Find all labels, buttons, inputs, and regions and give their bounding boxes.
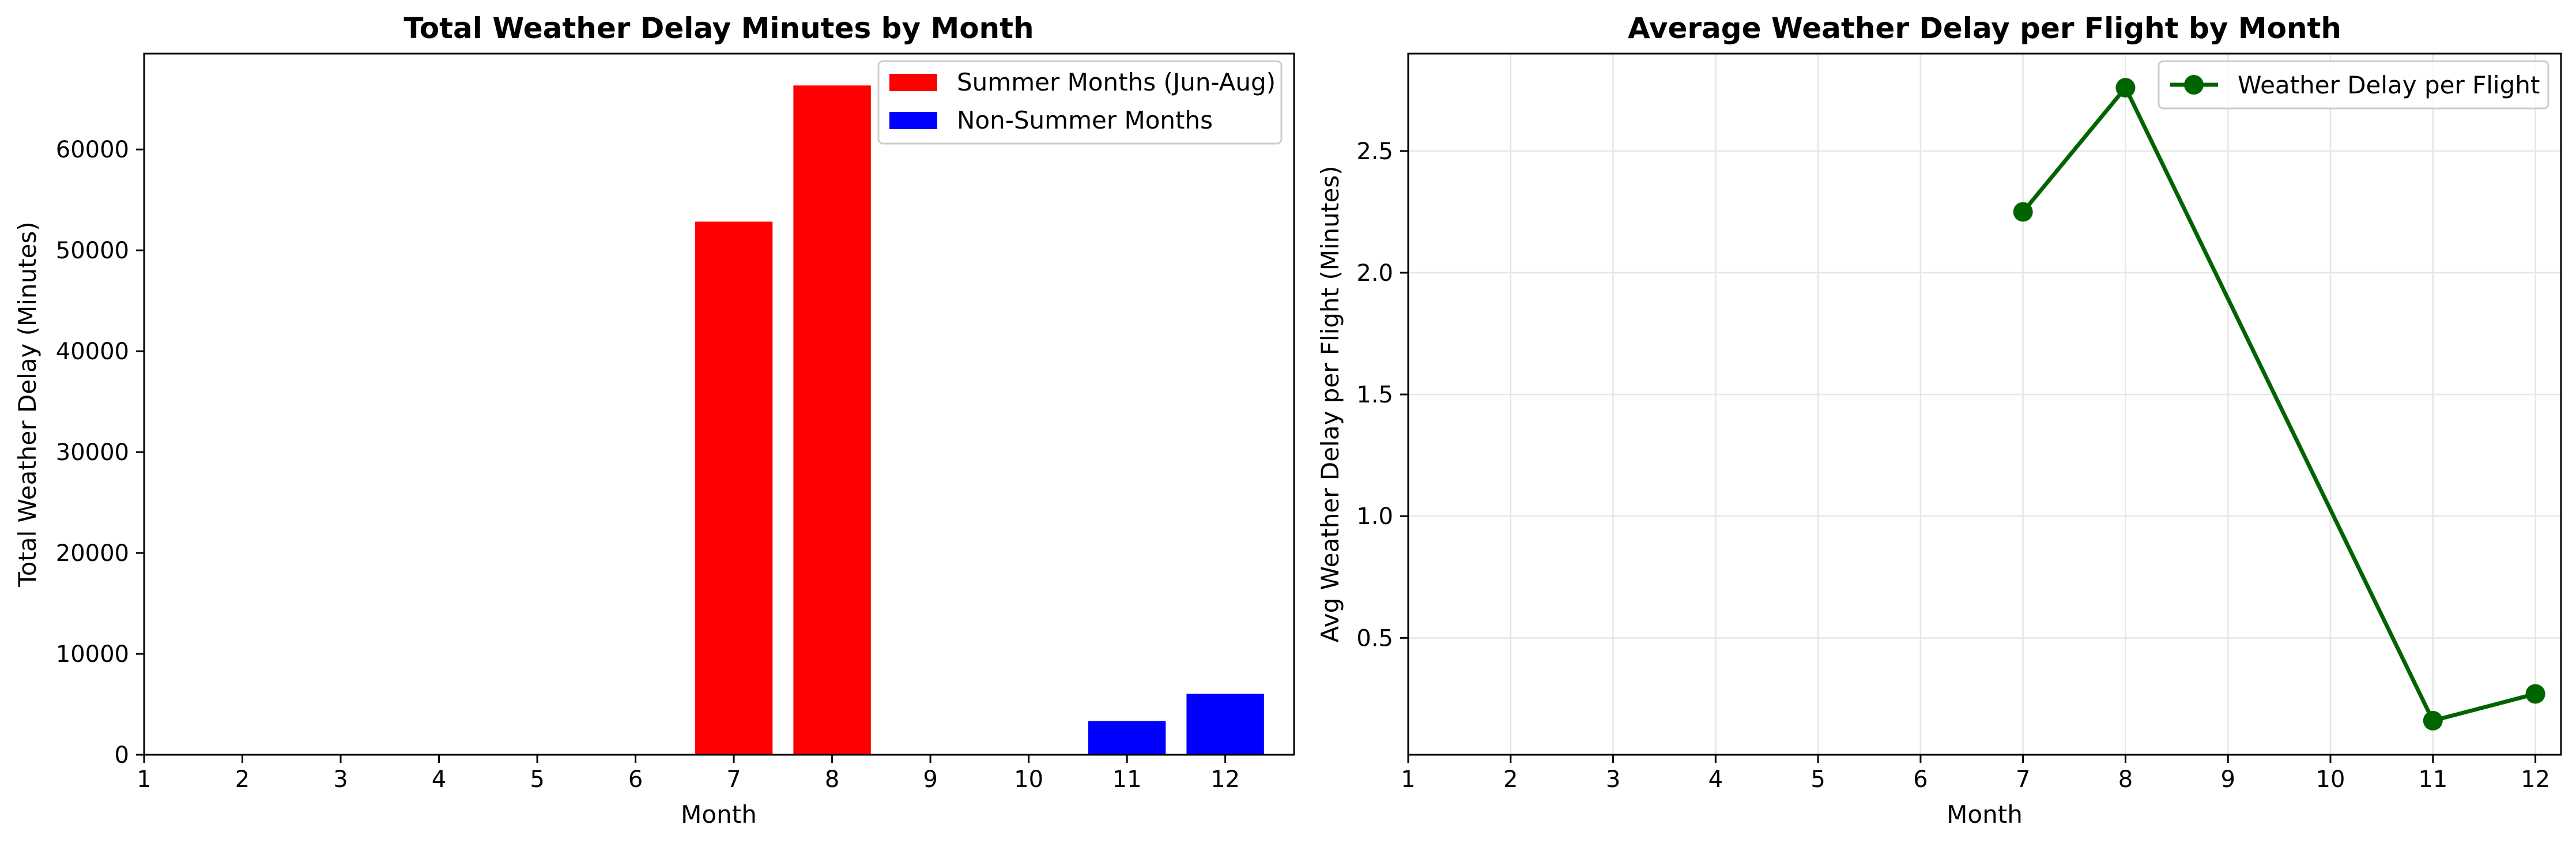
line-chart-y-tick-label: 2.5 xyxy=(1356,138,1393,165)
bar-chart-x-tick-label: 4 xyxy=(432,766,446,793)
line-chart-x-axis-label: Month xyxy=(1947,800,2023,829)
bar-summer-month-8 xyxy=(792,84,872,755)
bar-chart-y-tick-label: 10000 xyxy=(56,641,129,668)
line-chart-x-tick-label: 9 xyxy=(2220,766,2235,793)
bar-chart-x-tick-label: 9 xyxy=(923,766,937,793)
legend-marker-sample xyxy=(2184,75,2204,95)
line-chart-legend-box xyxy=(2158,60,2549,110)
bar-chart-legend-box xyxy=(877,60,1283,145)
line-chart-y-tick-label: 2.0 xyxy=(1356,260,1393,287)
line-chart-x-tick-label: 2 xyxy=(1503,766,1518,793)
bar-chart-x-tick-label: 12 xyxy=(1210,766,1240,793)
line-chart-title: Average Weather Delay per Flight by Mont… xyxy=(1628,12,2341,45)
bar-summer-month-7 xyxy=(693,220,774,755)
line-chart-plot-frame xyxy=(1407,52,2562,756)
bar-chart-y-tick-label: 60000 xyxy=(56,137,129,163)
legend-swatch-non-summer xyxy=(889,112,937,129)
line-chart-x-tick-label: 11 xyxy=(2418,766,2447,793)
bar-chart-x-tick-label: 7 xyxy=(726,766,741,793)
line-chart-x-tick-label: 7 xyxy=(2016,766,2030,793)
data-point-month-8 xyxy=(2115,78,2136,98)
bar-chart-x-axis-label: Month xyxy=(681,800,757,829)
bar-chart-x-tick-label: 10 xyxy=(1014,766,1043,793)
line-chart-y-tick-label: 1.0 xyxy=(1356,503,1393,530)
line-chart-avg-weather-delay: Average Weather Delay per Flight by Mont… xyxy=(1316,12,2562,829)
bar-chart-x-tick-label: 6 xyxy=(628,766,643,793)
line-chart-x-tick-label: 4 xyxy=(1708,766,1723,793)
bar-chart-y-tick-label: 30000 xyxy=(56,439,129,466)
bar-chart-x-tick-label: 2 xyxy=(235,766,250,793)
legend-label-weather-delay: Weather Delay per Flight xyxy=(2238,71,2540,99)
line-chart-x-tick-label: 8 xyxy=(2118,766,2133,793)
bar-chart-y-axis-label: Total Weather Delay (Minutes) xyxy=(13,221,42,588)
bar-chart-x-tick-label: 3 xyxy=(333,766,348,793)
bar-chart-x-tick-label: 11 xyxy=(1112,766,1142,793)
line-chart-x-tick-label: 12 xyxy=(2521,766,2550,793)
bar-chart-y-tick-label: 40000 xyxy=(56,338,129,365)
line-chart-x-tick-label: 10 xyxy=(2316,766,2345,793)
line-chart-x-tick-label: 5 xyxy=(1811,766,1825,793)
line-chart-x-tick-label: 3 xyxy=(1606,766,1620,793)
line-chart-y-axis-label: Avg Weather Delay per Flight (Minutes) xyxy=(1316,166,1344,643)
weather-delay-series-line xyxy=(2021,85,2536,723)
bar-chart-x-tick-label: 1 xyxy=(137,766,151,793)
bar-chart-x-tick-label: 5 xyxy=(530,766,544,793)
data-point-month-12 xyxy=(2525,684,2545,704)
bar-chart-x-tick-label: 8 xyxy=(825,766,839,793)
bar-chart-plot-frame xyxy=(143,52,1295,756)
line-chart-y-tick-label: 1.5 xyxy=(1356,382,1393,408)
line-chart-y-tick-label: 0.5 xyxy=(1356,625,1393,652)
data-point-month-7 xyxy=(2013,202,2033,222)
legend-label-summer: Summer Months (Jun-Aug) xyxy=(957,68,1276,96)
bar-chart-y-tick-label: 0 xyxy=(115,742,129,769)
bar-non-summer-month-11 xyxy=(1087,720,1167,755)
legend-swatch-summer xyxy=(889,74,937,91)
bar-chart-y-tick-label: 50000 xyxy=(56,238,129,264)
bar-chart-legend: Summer Months (Jun-Aug) Non-Summer Month… xyxy=(877,60,1283,145)
line-chart-x-tick-label: 1 xyxy=(1401,766,1415,793)
line-chart-legend: Weather Delay per Flight xyxy=(2158,60,2549,110)
line-chart-x-tick-label: 6 xyxy=(1913,766,1928,793)
bar-chart-title: Total Weather Delay Minutes by Month xyxy=(403,12,1034,45)
bar-chart-y-tick-label: 20000 xyxy=(56,540,129,567)
bar-non-summer-month-12 xyxy=(1185,692,1265,756)
data-point-month-11 xyxy=(2423,710,2443,731)
legend-label-non-summer: Non-Summer Months xyxy=(957,106,1213,134)
